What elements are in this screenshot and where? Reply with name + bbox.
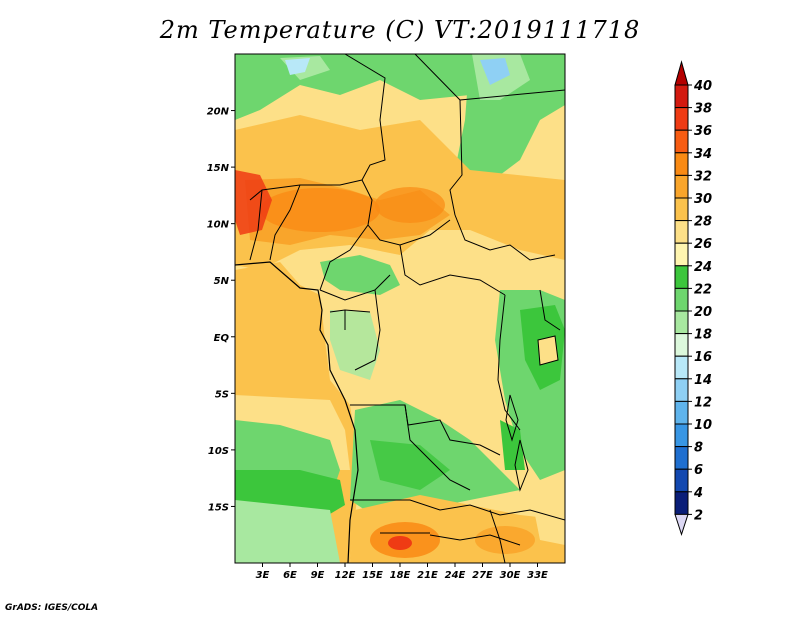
y-tick-label: 15S: [208, 502, 229, 513]
colorbar: 40 38 36 34 32 30 28 26 24 22 20 18 16 14 12 10 8 6 4 2: [674, 60, 712, 537]
colorbar-swatch: [674, 333, 689, 357]
x-tick-label: 21E: [417, 570, 438, 581]
y-tick-label: 5S: [215, 389, 229, 400]
y-tick-label: 5N: [214, 276, 230, 287]
colorbar-tick-label: 4: [693, 486, 703, 501]
colorbar-swatch: [674, 197, 689, 222]
colorbar-tick-label: 30: [694, 192, 712, 207]
x-tick-label: 9E: [311, 570, 325, 581]
y-axis-ticks: 20N 15N 10N 5N EQ 5S 10S 15S: [207, 107, 235, 513]
colorbar-tick-label: 8: [694, 441, 703, 456]
x-tick-label: 33E: [527, 570, 548, 581]
x-tick-label: 15E: [362, 570, 383, 581]
colorbar-tick-label: 38: [694, 102, 712, 117]
colorbar-tick-label: 24: [694, 260, 712, 275]
x-axis-ticks: 3E 6E 9E 12E 15E 18E 21E 24E 27E 30E 33E: [256, 563, 548, 581]
colorbar-swatch: [674, 378, 689, 402]
colorbar-swatch: [674, 220, 689, 244]
colorbar-tick-label: 20: [694, 305, 712, 320]
x-tick-label: 3E: [256, 570, 270, 581]
colorbar-swatch: [674, 84, 689, 109]
x-tick-label: 12E: [335, 570, 356, 581]
x-tick-label: 27E: [472, 570, 493, 581]
colorbar-tick-label: 26: [694, 237, 712, 252]
colorbar-swatch: [674, 129, 689, 154]
colorbar-tick-label: 10: [694, 418, 712, 433]
colorbar-swatch: [674, 355, 689, 380]
colorbar-tick-label: 18: [694, 328, 712, 343]
colorbar-tick-label: 6: [694, 463, 703, 478]
colorbar-bottom-arrow: [674, 513, 689, 537]
colorbar-tick-label: 22: [694, 282, 712, 297]
colorbar-tick-label: 36: [694, 124, 712, 139]
chart-title: 2m Temperature (C) VT:2019111718: [159, 16, 641, 44]
colorbar-swatch: [674, 400, 689, 425]
colorbar-swatch: [674, 287, 689, 312]
colorbar-tick-label: 32: [694, 169, 712, 184]
x-tick-label: 18E: [390, 570, 411, 581]
colorbar-swatch: [674, 174, 689, 199]
colorbar-swatch: [674, 446, 689, 470]
x-tick-label: 6E: [283, 570, 297, 581]
colorbar-tick-label: 14: [694, 373, 712, 388]
colorbar-tick-label: 2: [694, 508, 703, 523]
colorbar-tick-label: 34: [694, 147, 712, 162]
y-tick-label: 10N: [207, 220, 230, 231]
footer-credit: GrADS: IGES/COLA: [5, 603, 99, 613]
y-tick-label: 15N: [207, 163, 230, 174]
colorbar-swatch: [674, 242, 689, 267]
y-tick-label: 20N: [207, 107, 230, 118]
country-borders: [249, 54, 565, 563]
colorbar-swatch: [674, 265, 689, 289]
colorbar-swatch: [674, 423, 689, 448]
colorbar-tick-label: 16: [694, 350, 712, 365]
colorbar-tick-label: 40: [693, 79, 712, 94]
colorbar-tick-label: 12: [694, 395, 712, 410]
x-tick-label: 24E: [445, 570, 466, 581]
colorbar-tick-label: 28: [694, 215, 712, 230]
colorbar-top-arrow: [674, 60, 689, 86]
colorbar-swatch: [674, 107, 689, 131]
colorbar-swatch: [674, 152, 689, 176]
x-tick-label: 30E: [500, 570, 521, 581]
colorbar-swatch: [674, 468, 689, 493]
temperature-field: [235, 54, 565, 563]
y-tick-label: EQ: [214, 333, 230, 344]
colorbar-swatch: [674, 491, 689, 515]
colorbar-swatch: [674, 310, 689, 335]
y-tick-label: 10S: [208, 446, 229, 457]
